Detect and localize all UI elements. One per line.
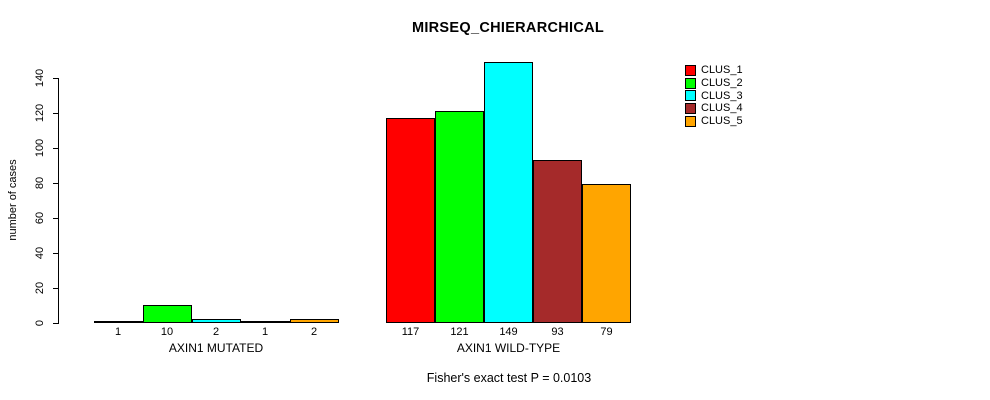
legend-item-clus_2: CLUS_2	[685, 77, 743, 90]
bar-value-label: 10	[160, 326, 174, 338]
fisher-test-annotation: Fisher's exact test P = 0.0103	[426, 371, 592, 385]
legend-swatch-icon	[685, 77, 696, 89]
legend-item-clus_4: CLUS_4	[685, 102, 743, 115]
y-axis-tick-label: 140	[34, 68, 46, 88]
y-axis-tick-label: 60	[34, 211, 46, 225]
y-axis-line	[58, 77, 59, 324]
legend-label: CLUS_5	[701, 115, 743, 128]
legend-label: CLUS_3	[701, 89, 743, 102]
bar-clus_1-wildtype	[386, 117, 435, 323]
y-axis-tick	[53, 287, 58, 289]
y-axis-tick	[53, 77, 58, 79]
y-axis-tick	[53, 147, 58, 149]
bar-value-label: 149	[499, 326, 518, 338]
chart-title: MIRSEQ_CHIERARCHICAL	[411, 20, 605, 36]
legend: CLUS_1 CLUS_2 CLUS_3 CLUS_4 CLUS_5	[685, 64, 743, 127]
y-axis-tick-label: 20	[34, 281, 46, 295]
y-axis-tick	[53, 217, 58, 219]
y-axis-tick	[53, 112, 58, 114]
bar-value-label: 117	[401, 326, 420, 338]
bar-value-label: 1	[261, 326, 269, 338]
bar-value-label: 93	[551, 326, 564, 338]
y-axis-tick	[53, 322, 58, 324]
y-axis-tick-label: 0	[34, 319, 46, 327]
bar-value-label: 2	[310, 326, 318, 338]
bar-clus_5-mutated	[289, 319, 339, 323]
bar-value-label: 1	[114, 326, 122, 338]
y-axis-tick-label: 100	[34, 138, 46, 158]
bar-clus_3-wildtype	[484, 61, 533, 323]
legend-label: CLUS_4	[701, 102, 743, 115]
y-axis-tick-label: 40	[34, 246, 46, 260]
bar-clus_2-mutated	[142, 305, 192, 323]
bar-value-label: 121	[450, 326, 469, 338]
legend-swatch-icon	[685, 115, 696, 127]
bar-value-label: 2	[212, 326, 220, 338]
legend-swatch-icon	[685, 102, 696, 114]
bar-clus_4-mutated	[240, 320, 290, 323]
bar-clus_2-wildtype	[435, 110, 484, 323]
group-label-wildtype: AXIN1 WILD-TYPE	[456, 341, 561, 355]
bar-clus_4-wildtype	[533, 159, 582, 323]
group-label-mutated: AXIN1 MUTATED	[168, 341, 264, 355]
legend-swatch-icon	[685, 64, 696, 76]
legend-swatch-icon	[685, 90, 696, 102]
bar-value-label: 79	[600, 326, 613, 338]
y-axis-title: number of cases	[7, 159, 19, 241]
bar-clus_5-wildtype	[582, 184, 631, 323]
legend-item-clus_3: CLUS_3	[685, 89, 743, 102]
bar-clus_3-mutated	[191, 319, 241, 323]
y-axis-tick-label: 80	[34, 176, 46, 190]
legend-label: CLUS_2	[701, 77, 743, 90]
y-axis-tick	[53, 252, 58, 254]
y-axis-tick-label: 120	[34, 103, 46, 123]
y-axis-tick	[53, 182, 58, 184]
legend-label: CLUS_1	[701, 64, 743, 77]
bar-clus_1-mutated	[93, 320, 143, 323]
legend-item-clus_5: CLUS_5	[685, 115, 743, 128]
legend-item-clus_1: CLUS_1	[685, 64, 743, 77]
